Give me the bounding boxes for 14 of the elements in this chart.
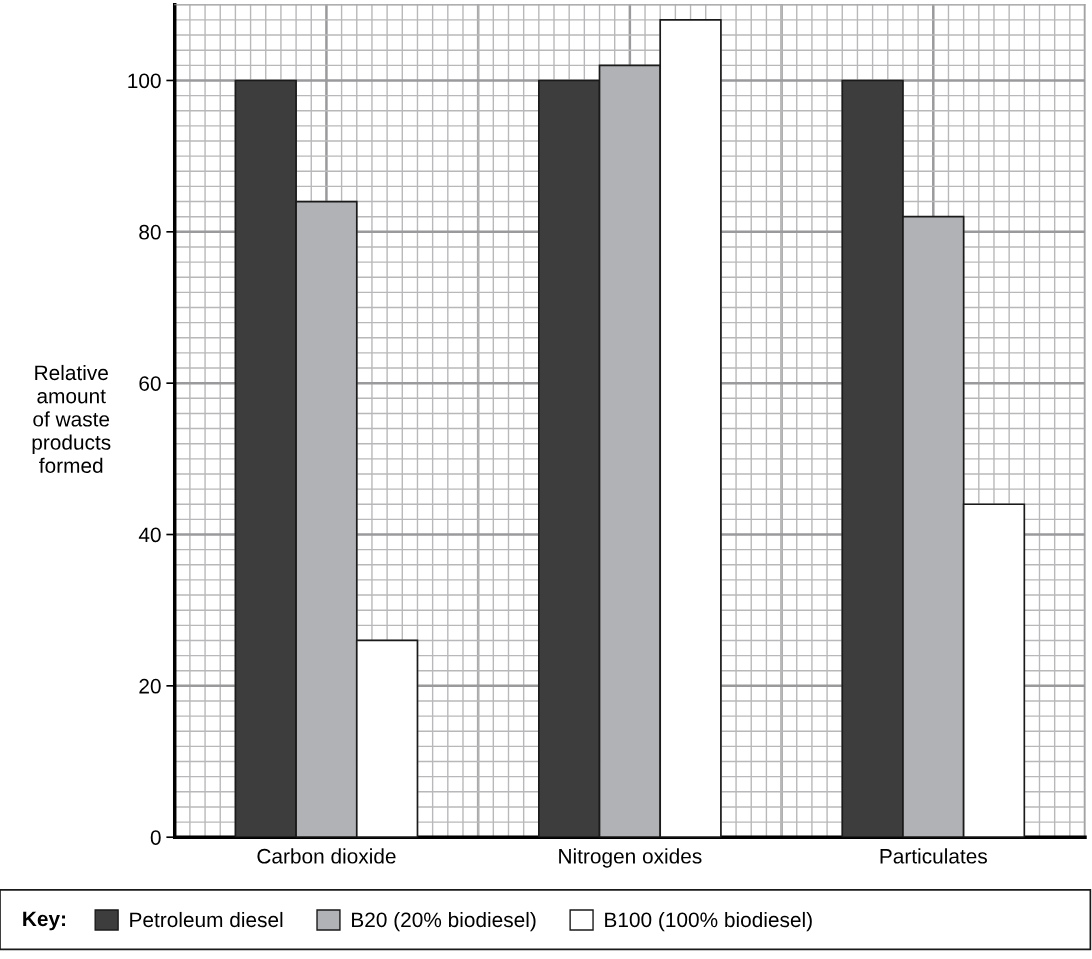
legend-label: B100 (100% biodiesel) [605,911,812,932]
y-tick-label: 0 [150,830,161,845]
x-tick-label: Carbon dioxide [257,848,396,864]
y-tick-label: 40 [138,527,161,543]
y-tick-label: 60 [139,376,161,391]
y-tick-label: 20 [139,678,161,694]
x-tick-label: Nitrogen oxides [559,848,702,868]
y-tick-label: 100 [128,73,161,89]
legend-label: Petroleum diesel [130,911,283,928]
y-tick-label: 80 [139,224,161,240]
legend-title: Key: [23,911,65,931]
y-axis-title: Relative amount of waste products formed [32,364,111,473]
legend-label: B20 (20% biodiesel) [352,911,536,932]
x-tick-label: Particulates [880,848,987,864]
